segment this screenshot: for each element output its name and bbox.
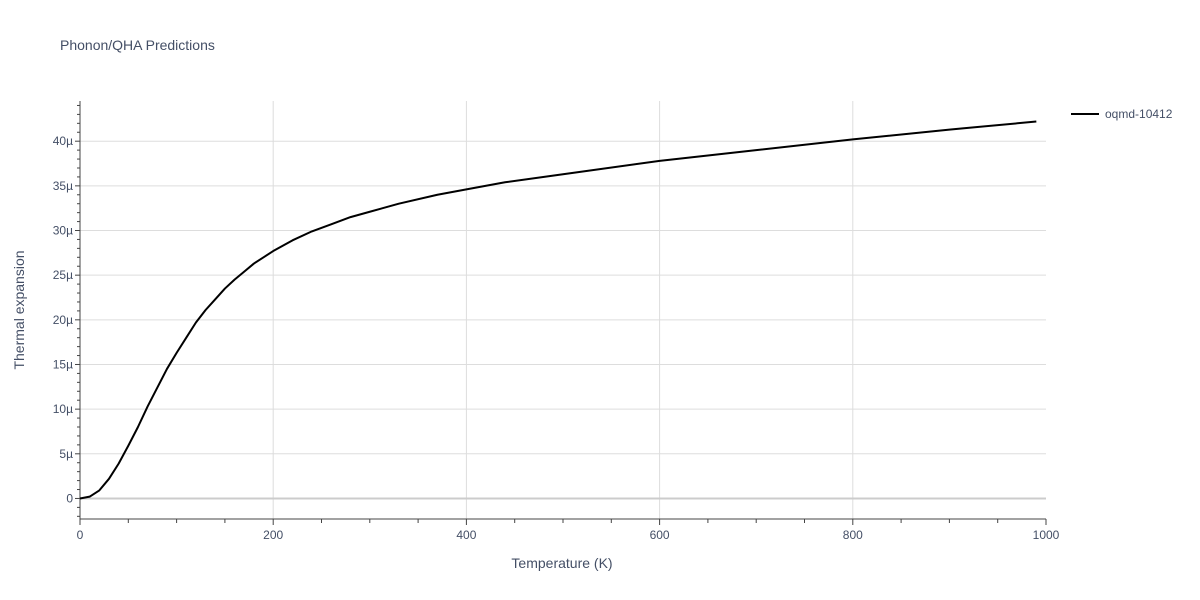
- axes: 0 5µ 10µ 15µ 20µ 25µ 30µ 35µ 40µ 0 200 400 600 800 100…: [53, 101, 1060, 542]
- legend[interactable]: oqmd-10412: [1071, 107, 1173, 121]
- x-tick-label: 0: [77, 528, 84, 542]
- y-tick-label: 0: [66, 491, 73, 505]
- y-tick-label: 25µ: [53, 268, 73, 282]
- chart-title: Phonon/QHA Predictions: [60, 37, 215, 53]
- grid: [80, 101, 1046, 519]
- x-tick-label: 600: [650, 528, 670, 542]
- y-axis-label: Thermal expansion: [11, 250, 27, 369]
- y-tick-label: 10µ: [53, 402, 73, 416]
- x-tick-label: 200: [263, 528, 283, 542]
- x-tick-label: 400: [456, 528, 476, 542]
- y-tick-label: 20µ: [53, 313, 73, 327]
- y-tick-label: 30µ: [53, 224, 73, 238]
- y-tick-label: 5µ: [59, 447, 73, 461]
- series-line-oqmd-10412: [79, 120, 1037, 500]
- x-tick-label: 800: [843, 528, 863, 542]
- series-layer: [79, 120, 1037, 500]
- legend-label[interactable]: oqmd-10412: [1105, 107, 1173, 121]
- y-tick-label: 40µ: [53, 134, 73, 148]
- y-tick-label: 15µ: [53, 357, 73, 371]
- x-tick-label: 1000: [1033, 528, 1060, 542]
- x-axis-label: Temperature (K): [511, 555, 612, 571]
- y-tick-label: 35µ: [53, 179, 73, 193]
